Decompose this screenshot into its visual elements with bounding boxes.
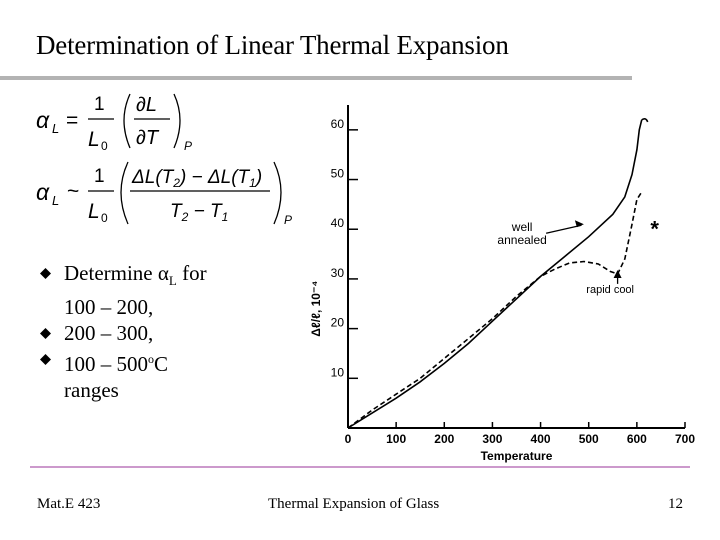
eq1-alpha-sub: L <box>52 121 59 136</box>
eq1-L0: L <box>88 128 100 151</box>
series-line-rapid-cool <box>347 191 643 429</box>
bullet-1-post: for <box>176 261 207 285</box>
x-axis-label: Temperature <box>481 449 553 463</box>
eq1-right-paren <box>173 93 181 149</box>
diamond-bullet-icon <box>40 328 51 340</box>
annotation-arrow-line <box>545 224 582 234</box>
x-tick-label: 600 <box>627 432 647 446</box>
eq1-dL: ∂L <box>136 94 157 116</box>
eq2-L0-sub: 0 <box>101 211 108 225</box>
eq1-P: P <box>184 139 192 153</box>
eq2-alpha: α <box>36 179 50 205</box>
eq2-approx: ~ <box>67 180 79 203</box>
bullet-3-line2: ranges <box>64 378 119 403</box>
bullet-1-pre: Determine <box>64 261 158 285</box>
series-line-well-annealed <box>347 119 643 429</box>
bullet-2-text: 200 – 300, <box>64 321 154 346</box>
x-tick-label: 300 <box>482 432 502 446</box>
rapid-cool-arrowhead <box>613 269 622 278</box>
eq2-left-paren <box>120 161 129 225</box>
bullet-list: Determine αL for 100 – 200, 200 – 300, 1… <box>40 260 207 403</box>
eq2-L0: L <box>88 200 100 223</box>
page-number: 12 <box>668 496 683 512</box>
y-tick-label: 10 <box>331 365 345 379</box>
eq1-equals: = <box>66 109 78 132</box>
eq2-one: 1 <box>94 166 105 187</box>
diamond-bullet-icon <box>40 354 51 366</box>
footer-topic: Thermal Expansion of Glass <box>268 496 440 512</box>
eq2-numerator: ΔL(T2) − ΔL(T1) <box>131 167 262 190</box>
chart-axes <box>347 105 685 429</box>
bullet-1-line2: 100 – 200, <box>64 295 154 320</box>
eq2-alpha-sub: L <box>52 193 59 208</box>
annotation-rapid-cool: rapid cool <box>586 284 634 296</box>
x-tick-label: 200 <box>434 432 454 446</box>
y-tick-label: 20 <box>331 316 345 330</box>
bullet-item-3: 100 – 500oC ranges <box>40 346 207 403</box>
y-tick-label: 50 <box>331 167 345 181</box>
eq1-left-paren <box>123 93 131 149</box>
bullet-1-alpha: α <box>157 261 169 285</box>
annotation-asterisk: * <box>650 216 659 241</box>
annotation-arrowhead <box>574 220 584 228</box>
series-end-hook <box>641 117 649 123</box>
bullet-1-sub: L <box>168 273 177 289</box>
bullet-item-2: 200 – 300, <box>40 320 207 346</box>
bullet-3-post: C <box>154 352 169 377</box>
eq1-dT: ∂T <box>136 127 160 149</box>
equation-alpha-definition: α L = 1 L 0 ∂L ∂T P <box>36 93 192 153</box>
diamond-bullet-icon <box>40 268 51 279</box>
footer-course: Mat.E 423 <box>37 496 101 512</box>
annotation-well: well <box>511 220 533 234</box>
eq1-one: 1 <box>94 94 105 115</box>
y-axis-label: Δℓ/ℓ, 10⁻⁴ <box>309 281 323 337</box>
x-tick-label: 0 <box>345 432 352 446</box>
annotation-annealed: annealed <box>497 233 546 247</box>
slide-title: Determination of Linear Thermal Expansio… <box>36 30 509 60</box>
title-underline <box>0 76 632 80</box>
footer-divider <box>30 466 690 468</box>
equation-alpha-approx: α L ~ 1 L 0 ΔL(T2) − ΔL(T1) T2 − T1 P <box>36 161 292 227</box>
y-tick-label: 60 <box>331 117 345 131</box>
x-tick-label: 500 <box>579 432 599 446</box>
thermal-expansion-chart: 0 100 200 300 400 500 600 700 10 20 30 40 50 60 wella… <box>309 105 696 463</box>
y-tick-label: 30 <box>331 266 345 280</box>
x-tick-label: 100 <box>386 432 406 446</box>
chart-series <box>347 117 649 429</box>
x-tick-label: 700 <box>675 432 695 446</box>
eq1-alpha: α <box>36 107 50 133</box>
bullet-item-1: Determine αL for 100 – 200, <box>40 260 207 320</box>
eq2-P: P <box>284 213 292 227</box>
eq2-right-paren <box>273 161 282 225</box>
bullet-3-pre: 100 – 500 <box>64 352 148 377</box>
chart-ticks: 0 100 200 300 400 500 600 700 10 20 30 40 50 60 <box>331 117 696 446</box>
eq1-L0-sub: 0 <box>101 139 108 153</box>
y-tick-label: 40 <box>331 216 345 230</box>
eq2-denominator: T2 − T1 <box>170 201 228 224</box>
x-tick-label: 400 <box>531 432 551 446</box>
bullet-3-degree: o <box>148 352 154 367</box>
